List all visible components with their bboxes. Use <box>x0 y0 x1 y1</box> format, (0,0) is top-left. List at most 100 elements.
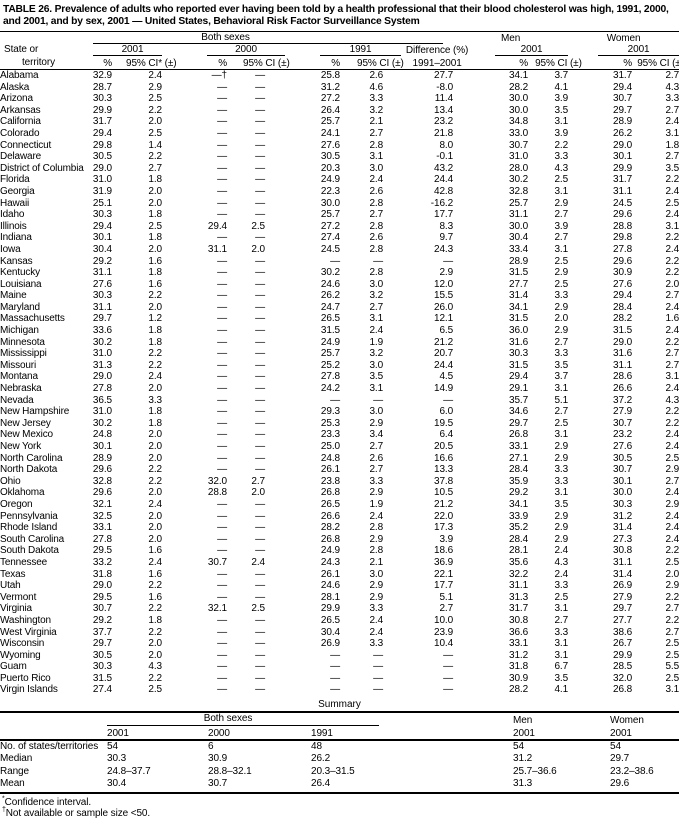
state-cell: New York <box>0 441 42 452</box>
value-cell: 30.2 <box>92 417 112 429</box>
value-cell: 2.9 <box>439 267 454 279</box>
table-row: California 31.7 2.0 — — 25.7 2.1 23.2 34.8 3.1 28.… <box>0 116 679 128</box>
summary-value: 30.3 <box>107 753 127 765</box>
value-cell: 29.3 <box>320 406 340 418</box>
value-cell: 2.7 <box>369 441 384 452</box>
value-cell: 2.7 <box>251 475 265 487</box>
value-cell: 28.1 <box>320 591 340 603</box>
value-cell: 26.8 <box>320 487 340 499</box>
value-cell: 31.7 <box>92 116 112 128</box>
value-cell: 3.1 <box>665 220 679 232</box>
value-cell: 31.8 <box>509 661 529 673</box>
value-cell: 29.0 <box>613 139 633 151</box>
value-cell: — <box>217 649 227 661</box>
value-cell: — <box>255 464 265 476</box>
state-cell: District of Columbia <box>0 162 84 174</box>
value-cell: 34.6 <box>509 406 529 418</box>
value-cell: 2.4 <box>665 185 679 197</box>
value-cell: 2.7 <box>369 301 384 313</box>
value-cell: 2.2 <box>148 348 162 360</box>
value-cell: — <box>217 267 227 279</box>
value-cell: 31.5 <box>320 325 340 337</box>
value-cell: 35.9 <box>509 475 529 487</box>
value-cell: 2.8 <box>369 139 384 151</box>
spacer-cell <box>0 712 107 726</box>
state-cell: Iowa <box>0 243 21 255</box>
value-cell: — <box>255 672 265 684</box>
state-cell: Wisconsin <box>0 638 45 650</box>
value-cell: 2.9 <box>369 591 384 603</box>
value-cell: 31.7 <box>509 603 529 615</box>
year-2001-header: 2001 <box>90 44 162 56</box>
value-cell: 30.3 <box>509 348 529 360</box>
value-cell: 2.7 <box>665 626 679 638</box>
summary-label: Range <box>0 765 29 777</box>
value-cell: 24.9 <box>320 545 340 557</box>
value-cell: 26.9 <box>613 580 633 592</box>
value-cell: 2.9 <box>369 533 384 545</box>
value-cell: 31.9 <box>92 185 112 197</box>
value-cell: 2.9 <box>554 267 569 279</box>
value-cell: 31.3 <box>509 591 529 603</box>
value-cell: 24.6 <box>320 580 340 592</box>
value-cell: 28.9 <box>92 452 112 464</box>
value-cell: — <box>217 336 227 348</box>
value-cell: 2.9 <box>665 464 679 476</box>
state-cell: Montana <box>0 371 38 383</box>
value-cell: 30.1 <box>92 232 112 244</box>
value-cell: 27.6 <box>613 278 633 290</box>
percent-header-1991: % <box>265 56 340 70</box>
summary-value: 31.3 <box>513 778 533 790</box>
value-cell: 12.1 <box>434 313 454 325</box>
table-row: Arkansas 29.9 2.2 — — 26.4 3.2 13.4 30.0 3.5 29.7 2… <box>0 105 679 117</box>
value-cell: 31.1 <box>613 556 633 568</box>
value-cell: 2.4 <box>665 209 679 221</box>
value-cell: 2.5 <box>148 220 162 232</box>
value-cell: 26.1 <box>320 568 340 580</box>
value-cell: 35.7 <box>509 394 529 406</box>
state-cell: Ohio <box>0 475 21 487</box>
summary-value: 6 <box>208 741 214 753</box>
value-cell: 3.5 <box>369 371 384 383</box>
state-cell: Hawaii <box>0 197 30 209</box>
value-cell: — <box>373 684 384 696</box>
value-cell: 30.7 <box>207 556 227 568</box>
value-cell: — <box>255 394 265 406</box>
state-cell: California <box>0 116 41 128</box>
value-cell: 23.2 <box>434 116 454 128</box>
value-cell: 32.5 <box>92 510 112 522</box>
value-cell: 30.5 <box>320 151 340 163</box>
value-cell: — <box>217 151 227 163</box>
value-cell: 30.2 <box>509 174 529 186</box>
value-cell: — <box>255 127 265 139</box>
value-cell: 29.0 <box>92 162 112 174</box>
value-cell: 10.5 <box>434 487 454 499</box>
value-cell: 10.4 <box>434 638 454 650</box>
value-cell: 13.3 <box>434 464 454 476</box>
value-cell: 3.1 <box>554 243 569 255</box>
header-row-years: 2001 2000 1991 Difference (%) 2001 2001 <box>0 44 679 56</box>
state-cell: Utah <box>0 580 21 592</box>
value-cell: 26.7 <box>613 638 633 650</box>
value-cell: 31.1 <box>92 301 112 313</box>
value-cell: 23.8 <box>320 475 340 487</box>
value-cell: 2.7 <box>369 209 384 221</box>
table-row: Vermont 29.5 1.6 — — 28.1 2.9 5.1 31.3 2.5 27.9 2.2 <box>0 592 679 604</box>
value-cell: 23.9 <box>434 626 454 638</box>
table-title: TABLE 26. Prevalence of adults who repor… <box>0 0 679 32</box>
value-cell: 3.0 <box>369 162 384 174</box>
value-cell: — <box>255 417 265 429</box>
spacer-cell <box>383 32 453 44</box>
value-cell: 3.9 <box>554 93 569 105</box>
state-cell: South Dakota <box>0 545 59 557</box>
value-cell: 1.8 <box>148 174 162 186</box>
value-cell: 2.4 <box>251 556 265 568</box>
value-cell: 3.1 <box>665 127 679 139</box>
value-cell: 30.0 <box>509 104 529 116</box>
value-cell: — <box>373 649 384 661</box>
value-cell: 2.7 <box>554 336 569 348</box>
value-cell: 25.7 <box>509 197 529 209</box>
value-cell: 2.8 <box>369 522 384 534</box>
value-cell: 26.8 <box>613 684 633 696</box>
